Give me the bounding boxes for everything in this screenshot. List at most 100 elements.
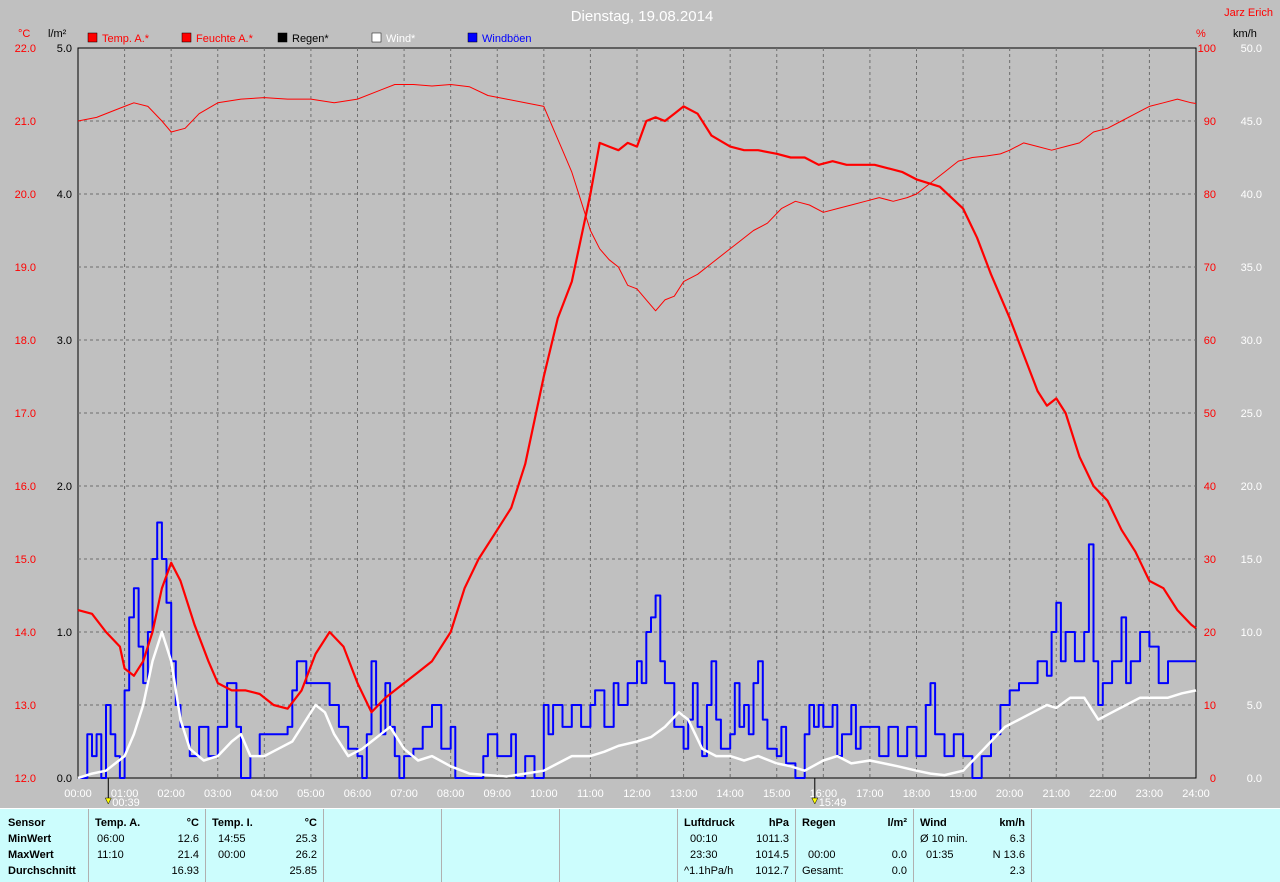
regen-max-time: 00:00 xyxy=(808,849,836,861)
regen-unit: l/m² xyxy=(887,817,907,829)
temp-i-max-value: 26.2 xyxy=(295,849,317,861)
author-label: Jarz Erich xyxy=(1224,7,1273,19)
rain-tick-label: 5.0 xyxy=(57,43,72,55)
series-line-feuchte-a xyxy=(77,84,1197,312)
wind-max-time: 01:35 xyxy=(926,849,954,861)
wind-column: Wind km/h Ø 10 min. 6.3 01:35 N 13.6 2.3 xyxy=(914,809,1032,882)
temp-tick-label: 22.0 xyxy=(15,43,36,55)
legend-label: Windböen xyxy=(482,33,532,45)
temp-tick-label: 20.0 xyxy=(15,189,36,201)
temp-a-max-time: 11:10 xyxy=(97,849,124,861)
hum-tick-label: 40 xyxy=(1204,481,1216,493)
hum-tick-label: 60 xyxy=(1204,335,1216,347)
marker-triangle-icon xyxy=(811,797,819,805)
series-line-temp-a xyxy=(77,105,1197,714)
marker-label: 15:49 xyxy=(819,797,847,808)
sensor-header: Sensor xyxy=(8,817,46,829)
temp-tick-label: 13.0 xyxy=(15,700,36,712)
x-tick-label: 23:00 xyxy=(1136,788,1164,800)
temp-tick-label: 14.0 xyxy=(15,627,36,639)
row-label-avg: Durchschnitt xyxy=(8,865,76,877)
legend-swatch xyxy=(181,32,192,43)
temp-i-avg-value: 25.85 xyxy=(289,865,317,877)
hum-tick-label: 80 xyxy=(1204,189,1216,201)
temp-tick-label: 18.0 xyxy=(15,335,36,347)
temp-i-min-value: 25.3 xyxy=(295,833,317,845)
x-tick-label: 09:00 xyxy=(483,788,511,800)
regen-max-value: 0.0 xyxy=(891,849,907,861)
legend-swatch xyxy=(87,32,98,43)
x-tick-label: 03:00 xyxy=(204,788,232,800)
temp-i-header: Temp. I. xyxy=(212,817,253,829)
wind-avg-value: 6.3 xyxy=(1009,833,1025,845)
hum-tick-label: 10 xyxy=(1204,700,1216,712)
rain-tick-label: 3.0 xyxy=(57,335,72,347)
wind-avg-label: Ø 10 min. xyxy=(920,833,968,845)
hum-tick-label: 20 xyxy=(1204,627,1216,639)
axes: 00:00 01:00 02:00 03:00 04:00 05:00 06:00 07:00… xyxy=(15,43,1262,800)
luftdruck-min-time: 00:10 xyxy=(690,833,718,845)
hum-tick-label: 30 xyxy=(1204,554,1216,566)
luftdruck-max-time: 23:30 xyxy=(690,849,718,861)
regen-column: Regen l/m² 00:00 0.0 Gesamt: 0.0 xyxy=(796,809,914,882)
legend-swatch xyxy=(467,32,478,43)
legend-swatch xyxy=(277,32,288,43)
rain-tick-label: 0.0 xyxy=(57,773,72,785)
x-tick-label: 07:00 xyxy=(390,788,418,800)
x-tick-label: 20:00 xyxy=(996,788,1024,800)
luftdruck-min-value: 1011.3 xyxy=(756,833,789,845)
x-tick-label: 18:00 xyxy=(903,788,931,800)
rain-unit-label: l/m² xyxy=(48,28,67,40)
series-line-wind xyxy=(77,630,1197,780)
x-tick-label: 21:00 xyxy=(1042,788,1070,800)
temp-i-min-time: 14:55 xyxy=(218,833,246,845)
empty-column-1 xyxy=(324,809,442,882)
wind-unit-label: km/h xyxy=(1233,28,1257,40)
temp-a-min-value: 12.6 xyxy=(177,833,199,845)
time-markers: 00:39 15:49 xyxy=(104,778,847,808)
wind-tick-label: 40.0 xyxy=(1241,189,1262,201)
wind-tick-label: 15.0 xyxy=(1241,554,1262,566)
x-tick-label: 14:00 xyxy=(716,788,744,800)
temp-unit-label: °C xyxy=(18,28,30,40)
luftdruck-header: Luftdruck xyxy=(684,817,735,829)
empty-column-3 xyxy=(560,809,678,882)
luftdruck-unit: hPa xyxy=(768,817,789,829)
regen-total-label: Gesamt: xyxy=(802,865,844,877)
temp-a-header: Temp. A. xyxy=(95,817,141,829)
temp-a-avg-value: 16.93 xyxy=(171,865,199,877)
wind-header: Wind xyxy=(920,817,947,829)
temp-a-column: Temp. A. °C 06:00 12.6 11:10 21.4 16.93 xyxy=(89,809,206,882)
series-line-windb-en xyxy=(78,521,1196,779)
hum-tick-label: 0 xyxy=(1210,773,1216,785)
wind-unit: km/h xyxy=(999,817,1025,829)
legend: Temp. A.* Feuchte A.* Regen* Wind* Windböen xyxy=(87,32,532,45)
luftdruck-avg-value: 1012.7 xyxy=(755,865,789,877)
stats-table: Sensor MinWert MaxWert Durchschnitt Temp… xyxy=(0,808,1280,882)
x-tick-label: 08:00 xyxy=(437,788,465,800)
x-tick-label: 15:00 xyxy=(763,788,791,800)
empty-column-2 xyxy=(442,809,560,882)
x-tick-label: 11:00 xyxy=(577,788,604,800)
hum-tick-label: 100 xyxy=(1198,43,1216,55)
temp-tick-label: 16.0 xyxy=(15,481,36,493)
hum-tick-label: 50 xyxy=(1204,408,1216,420)
x-tick-label: 02:00 xyxy=(157,788,185,800)
sensor-column: Sensor MinWert MaxWert Durchschnitt xyxy=(0,809,89,882)
marker-triangle-icon xyxy=(104,797,112,805)
wind-tick-label: 35.0 xyxy=(1241,262,1262,274)
luftdruck-trend: ^1.1hPa/h xyxy=(684,865,734,877)
x-tick-label: 19:00 xyxy=(949,788,977,800)
wind-max-value: N 13.6 xyxy=(992,849,1025,861)
x-tick-label: 00:00 xyxy=(64,788,92,800)
rain-tick-label: 4.0 xyxy=(57,189,72,201)
temp-i-max-time: 00:00 xyxy=(218,849,246,861)
series-group xyxy=(77,84,1197,780)
x-tick-label: 24:00 xyxy=(1182,788,1210,800)
temp-i-column: Temp. I. °C 14:55 25.3 00:00 26.2 25.85 xyxy=(206,809,324,882)
row-label-min: MinWert xyxy=(8,833,52,845)
temp-a-max-value: 21.4 xyxy=(177,849,199,861)
wind-tick-label: 25.0 xyxy=(1241,408,1262,420)
x-tick-label: 05:00 xyxy=(297,788,325,800)
regen-header: Regen xyxy=(802,817,836,829)
